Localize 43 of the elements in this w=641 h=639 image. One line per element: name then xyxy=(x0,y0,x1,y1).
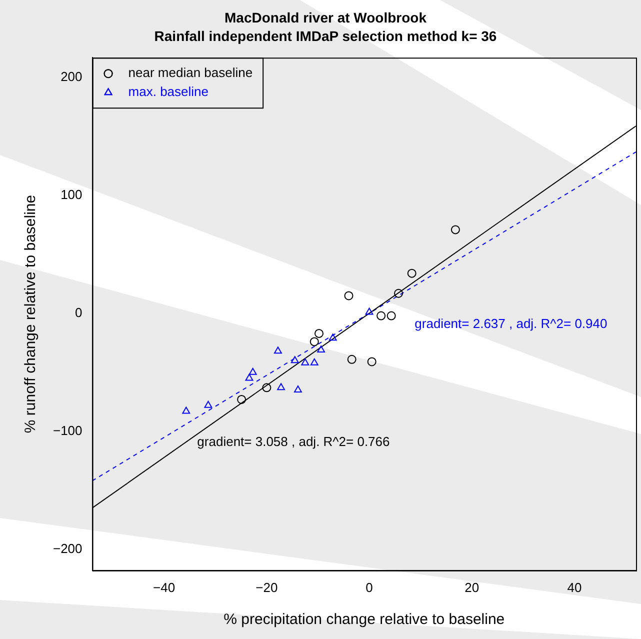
point xyxy=(394,288,404,298)
y-tick-label: 100 xyxy=(60,187,82,202)
point xyxy=(407,268,416,278)
point xyxy=(347,354,356,364)
point xyxy=(301,358,310,366)
point xyxy=(365,308,374,315)
point xyxy=(450,225,460,234)
point xyxy=(367,357,376,366)
x-tick-label: −20 xyxy=(256,580,278,595)
chart-subtitle: Rainfall independent IMDaP selection method k= 36 xyxy=(154,28,497,44)
point xyxy=(237,394,246,404)
point xyxy=(182,406,190,414)
y-tick-label: −200 xyxy=(52,540,82,556)
x-tick-label: −40 xyxy=(153,580,176,595)
x-tick-label: 40 xyxy=(567,580,582,595)
annotation: gradient= 2.637 , adj. R^2= 0.940 xyxy=(414,316,608,331)
annotation: gradient= 3.058 , adj. R^2= 0.766 xyxy=(197,434,390,449)
y-tick-label: 200 xyxy=(60,69,82,84)
point xyxy=(310,337,319,346)
point xyxy=(386,311,396,320)
y-axis-title: % runoff change relative to baseline xyxy=(22,194,40,434)
point xyxy=(248,368,257,375)
point xyxy=(328,334,337,341)
point xyxy=(294,386,302,393)
x-tick-label: 20 xyxy=(464,580,480,595)
point xyxy=(290,356,299,364)
point xyxy=(262,383,272,392)
y-tick-label: 0 xyxy=(75,304,82,320)
x-axis-title: % precipitation change relative to baseline xyxy=(224,611,505,628)
point xyxy=(376,311,386,320)
point xyxy=(204,400,212,408)
chart-title: MacDonald river at Woolbrook xyxy=(224,9,427,26)
point xyxy=(245,374,254,381)
point xyxy=(314,328,324,338)
point xyxy=(310,358,318,366)
point xyxy=(277,383,286,390)
x-tick-label: 0 xyxy=(366,580,373,595)
point xyxy=(274,346,282,354)
point xyxy=(344,291,354,300)
legend-label: max. baseline xyxy=(128,84,208,100)
point xyxy=(317,345,326,352)
legend-label: near median baseline xyxy=(128,65,253,80)
y-tick-label: −100 xyxy=(52,422,82,438)
